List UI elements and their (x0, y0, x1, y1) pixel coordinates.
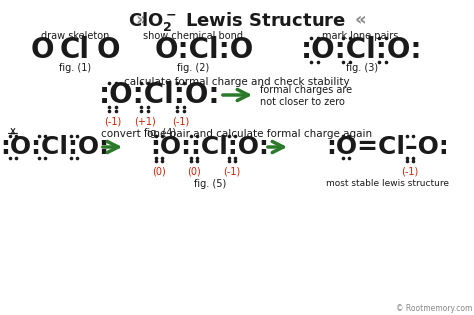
Text: draw skeleton: draw skeleton (41, 31, 109, 41)
Text: show chemical bond: show chemical bond (143, 31, 243, 41)
Text: most stable lewis structure: most stable lewis structure (327, 179, 449, 188)
Text: (0): (0) (187, 167, 201, 177)
Text: Cl: Cl (60, 36, 90, 64)
Text: convert lone pair and calculate formal charge again: convert lone pair and calculate formal c… (101, 129, 373, 139)
Text: fig. (5): fig. (5) (194, 179, 226, 189)
Text: (-1): (-1) (401, 167, 419, 177)
Text: «: « (355, 11, 366, 29)
Text: not closer to zero: not closer to zero (260, 97, 345, 107)
Text: (-1): (-1) (104, 116, 122, 126)
Text: fig. (2): fig. (2) (177, 63, 209, 73)
Text: (-1): (-1) (173, 116, 190, 126)
Text: (-1): (-1) (223, 167, 241, 177)
Text: (+1): (+1) (134, 116, 156, 126)
Text: fig. (3): fig. (3) (346, 63, 378, 73)
Text: :O::Cl:O:: :O::Cl:O: (151, 135, 269, 159)
Text: $\mathbf{ClO_2^-}$ Lewis Structure: $\mathbf{ClO_2^-}$ Lewis Structure (128, 10, 346, 33)
Text: fig. (1): fig. (1) (59, 63, 91, 73)
Text: formal charges are: formal charges are (260, 85, 352, 95)
Text: :O=Cl–O:: :O=Cl–O: (327, 135, 449, 159)
Text: fig. (4): fig. (4) (144, 128, 176, 138)
Text: calculate formal charge and check stability: calculate formal charge and check stabil… (124, 77, 350, 87)
Text: :O:Cl:O:: :O:Cl:O: (99, 81, 221, 109)
Text: :O:Cl:O:: :O:Cl:O: (301, 36, 423, 64)
Text: :O:Cl:O:: :O:Cl:O: (0, 135, 109, 159)
Text: O: O (30, 36, 54, 64)
Text: © Rootmemory.com: © Rootmemory.com (396, 304, 472, 313)
Text: O: O (96, 36, 120, 64)
Text: »: » (135, 11, 147, 29)
Text: (0): (0) (152, 167, 166, 177)
Text: mark lone pairs: mark lone pairs (322, 31, 398, 41)
Text: O:Cl:O: O:Cl:O (155, 36, 254, 64)
